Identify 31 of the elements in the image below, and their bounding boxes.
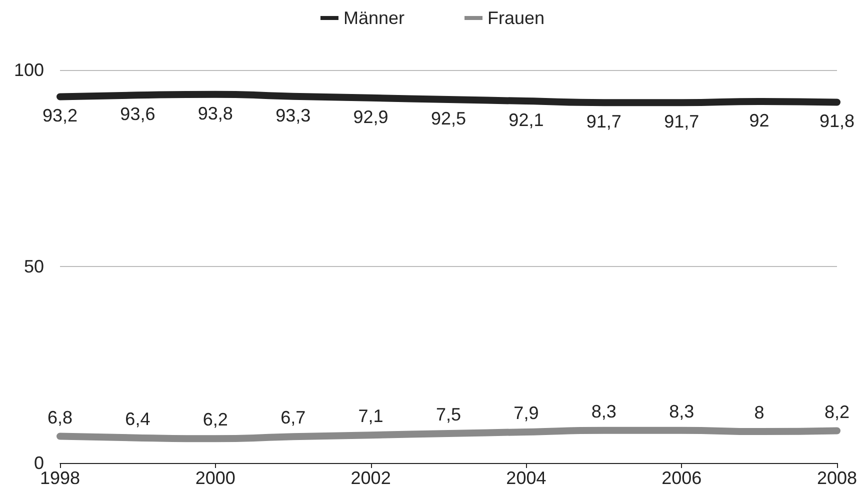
data-label: 92,5	[430, 108, 466, 128]
data-label: 6,4	[125, 408, 150, 429]
data-label: 93,6	[120, 104, 156, 124]
data-label: 93,3	[276, 105, 311, 126]
data-label: 8,3	[591, 401, 616, 422]
data-label: 7,1	[358, 406, 384, 426]
data-label: 6,7	[280, 408, 306, 428]
data-label: 92,1	[508, 110, 544, 130]
data-label: 8,2	[824, 402, 850, 422]
data-label: 7,9	[514, 402, 539, 423]
data-label: 8	[754, 402, 764, 423]
x-tick-label: 2006	[662, 468, 702, 488]
legend-label: Männer	[343, 8, 405, 28]
data-label: 91,8	[819, 111, 855, 132]
data-label: 92	[749, 110, 770, 130]
y-tick-label: 50	[24, 256, 44, 276]
x-tick-label: 2008	[816, 468, 858, 488]
x-tick-label: 2002	[350, 468, 391, 488]
y-tick-label: 100	[14, 60, 44, 80]
data-label: 92,9	[353, 106, 388, 127]
x-tick-label: 2004	[506, 468, 546, 488]
data-label: 7,5	[436, 404, 462, 425]
x-tick-label: 2000	[195, 468, 236, 488]
data-label: 93,8	[198, 103, 233, 124]
data-label: 6,8	[47, 407, 73, 428]
data-label: 91,7	[664, 112, 700, 132]
data-label: 91,7	[586, 112, 622, 132]
data-label: 93,2	[42, 106, 78, 126]
data-label: 8,3	[669, 401, 694, 422]
data-label: 6,2	[202, 410, 228, 430]
legend-label: Frauen	[488, 8, 545, 28]
